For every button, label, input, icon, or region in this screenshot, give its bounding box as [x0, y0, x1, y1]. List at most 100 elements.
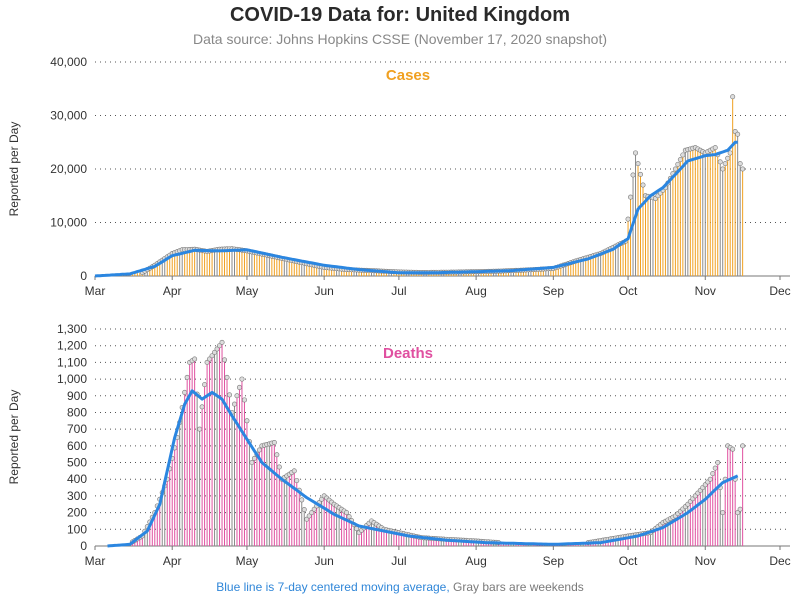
y-tick-label: 200	[67, 506, 87, 520]
page-title: COVID-19 Data for: United Kingdom	[229, 4, 570, 26]
daily-marker	[344, 510, 350, 516]
moving-average-line-cases	[94, 140, 738, 278]
daily-marker	[202, 382, 208, 388]
x-tick-label: Nov	[695, 284, 716, 298]
daily-marker	[239, 376, 245, 382]
x-tick-label: Aug	[465, 284, 486, 298]
daily-marker	[730, 446, 736, 452]
x-tick-label: Dec	[769, 554, 790, 568]
y-tick-label: 10,000	[50, 216, 87, 230]
x-tick-label: May	[236, 554, 259, 568]
y-tick-label: 1,100	[57, 355, 87, 369]
daily-marker	[231, 401, 237, 407]
daily-marker	[740, 443, 746, 449]
daily-marker	[192, 356, 198, 362]
daily-marker	[725, 155, 731, 161]
daily-marker	[640, 182, 646, 188]
daily-marker	[241, 397, 247, 403]
daily-marker	[638, 171, 644, 177]
daily-marker	[294, 478, 300, 484]
daily-marker	[625, 216, 631, 222]
y-tick-label: 300	[67, 489, 87, 503]
x-tick-label: Sep	[543, 284, 565, 298]
daily-marker	[675, 161, 681, 167]
x-tick-label: Dec	[769, 284, 790, 298]
x-tick-label: Oct	[619, 284, 638, 298]
daily-marker	[630, 172, 636, 178]
y-tick-label: 1,000	[57, 372, 87, 386]
daily-marker	[197, 426, 203, 432]
x-tick-label: Oct	[619, 554, 638, 568]
daily-marker	[184, 374, 190, 380]
daily-marker	[730, 94, 736, 100]
y-tick-label: 0	[80, 539, 87, 553]
x-tick-label: Mar	[85, 554, 106, 568]
daily-marker	[251, 455, 257, 461]
daily-marker	[346, 514, 352, 520]
x-tick-label: May	[236, 284, 259, 298]
daily-marker	[234, 393, 240, 399]
panel-title-deaths: Deaths	[383, 345, 433, 362]
x-tick-label: Jul	[391, 284, 406, 298]
y-axis-label: Reported per Day	[7, 122, 21, 217]
daily-marker	[672, 166, 678, 172]
y-tick-label: 400	[67, 472, 87, 486]
y-tick-label: 700	[67, 422, 87, 436]
daily-marker	[299, 497, 305, 503]
daily-marker	[635, 161, 641, 167]
x-tick-label: Jun	[314, 554, 333, 568]
daily-marker	[712, 465, 718, 471]
daily-marker	[276, 464, 282, 470]
footer-weekend-note: Gray bars are weekends	[453, 580, 584, 594]
daily-marker	[182, 389, 188, 395]
daily-marker	[271, 440, 277, 446]
y-tick-label: 500	[67, 456, 87, 470]
daily-marker	[222, 357, 228, 363]
y-tick-label: 0	[80, 269, 87, 283]
daily-marker	[680, 152, 686, 158]
daily-marker	[712, 145, 718, 151]
y-tick-label: 40,000	[50, 55, 87, 69]
y-tick-label: 30,000	[50, 109, 87, 123]
daily-marker	[244, 418, 250, 424]
x-tick-label: Aug	[465, 554, 486, 568]
x-tick-label: Nov	[695, 554, 716, 568]
daily-marker	[256, 447, 262, 453]
daily-marker	[717, 159, 723, 165]
x-tick-label: Apr	[163, 554, 182, 568]
daily-marker	[628, 194, 634, 200]
daily-marker	[715, 460, 721, 466]
x-tick-label: Jun	[314, 284, 333, 298]
y-tick-label: 20,000	[50, 162, 87, 176]
daily-marker	[224, 374, 230, 380]
daily-marker	[710, 471, 716, 477]
y-tick-label: 600	[67, 439, 87, 453]
daily-marker	[737, 161, 743, 167]
x-tick-label: Mar	[85, 284, 106, 298]
daily-marker	[633, 150, 639, 156]
footer-moving-average-note: Blue line is 7-day centered moving avera…	[216, 580, 450, 594]
daily-marker	[720, 166, 726, 172]
y-tick-label: 900	[67, 389, 87, 403]
daily-marker	[274, 452, 280, 458]
daily-marker	[720, 510, 726, 516]
x-tick-label: Apr	[163, 284, 182, 298]
daily-marker	[227, 392, 233, 398]
x-tick-label: Jul	[391, 554, 406, 568]
daily-marker	[236, 384, 242, 390]
y-tick-label: 800	[67, 405, 87, 419]
x-tick-label: Sep	[543, 554, 565, 568]
panel-title-cases: Cases	[386, 67, 430, 84]
daily-marker	[199, 404, 205, 410]
daily-marker	[737, 506, 743, 512]
y-tick-label: 100	[67, 522, 87, 536]
y-tick-label: 1,200	[57, 339, 87, 353]
daily-marker	[707, 476, 713, 482]
daily-marker	[219, 339, 225, 345]
daily-marker	[722, 161, 728, 167]
moving-average-line-deaths	[107, 389, 739, 548]
daily-marker	[735, 131, 741, 137]
footer-note: Blue line is 7-day centered moving avera…	[0, 580, 800, 594]
y-tick-label: 1,300	[57, 322, 87, 336]
